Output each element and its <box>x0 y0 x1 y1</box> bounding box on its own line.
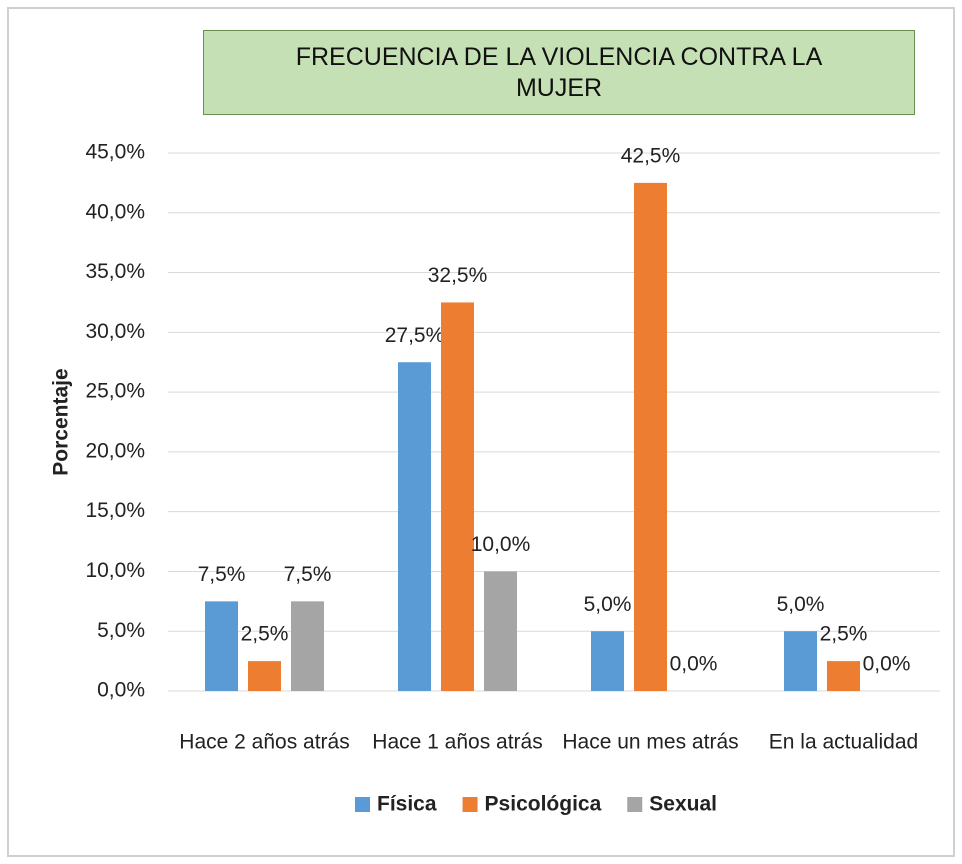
legend-swatch <box>355 797 370 812</box>
y-tick-label: 25,0% <box>85 380 145 403</box>
bar <box>484 571 517 691</box>
y-axis-label: Porcentaje <box>50 368 73 475</box>
bar <box>398 362 431 691</box>
y-tick-label: 40,0% <box>85 200 145 223</box>
y-tick-label: 20,0% <box>85 439 145 462</box>
y-tick-label: 5,0% <box>97 619 145 642</box>
x-tick-label: Hace 1 años atrás <box>372 731 542 754</box>
y-tick-label: 15,0% <box>85 499 145 522</box>
x-tick-label: Hace 2 años atrás <box>179 731 349 754</box>
x-tick-label: En la actualidad <box>769 731 918 754</box>
bar <box>291 601 324 691</box>
data-label: 7,5% <box>198 563 246 586</box>
bar <box>248 661 281 691</box>
bar <box>205 601 238 691</box>
legend-swatch <box>627 797 643 812</box>
data-label: 27,5% <box>385 324 445 347</box>
y-tick-label: 30,0% <box>85 320 145 343</box>
data-label: 0,0% <box>863 653 911 676</box>
frame <box>7 7 955 857</box>
bar <box>827 661 860 691</box>
data-label: 5,0% <box>584 593 632 616</box>
legend-label: Física <box>377 793 437 816</box>
bar <box>634 182 667 691</box>
chart-title: FRECUENCIA DE LA VIOLENCIA CONTRA LA MUJ… <box>203 30 915 115</box>
y-tick-label: 35,0% <box>85 260 145 283</box>
legend-swatch <box>462 797 478 812</box>
bar <box>784 631 817 691</box>
bar <box>441 302 474 691</box>
data-label: 42,5% <box>621 144 681 167</box>
data-label: 32,5% <box>428 264 488 287</box>
legend-label: Psicológica <box>485 793 602 816</box>
y-tick-label: 10,0% <box>85 559 145 582</box>
y-tick-label: 45,0% <box>85 141 145 164</box>
legend-label: Sexual <box>649 793 717 816</box>
data-label: 5,0% <box>777 593 825 616</box>
bar <box>591 631 624 691</box>
data-label: 7,5% <box>284 563 332 586</box>
data-label: 10,0% <box>471 533 531 556</box>
data-label: 2,5% <box>241 623 289 646</box>
data-label: 2,5% <box>820 623 868 646</box>
x-tick-label: Hace un mes atrás <box>562 731 738 754</box>
y-tick-label: 0,0% <box>97 679 145 702</box>
data-label: 0,0% <box>670 653 718 676</box>
